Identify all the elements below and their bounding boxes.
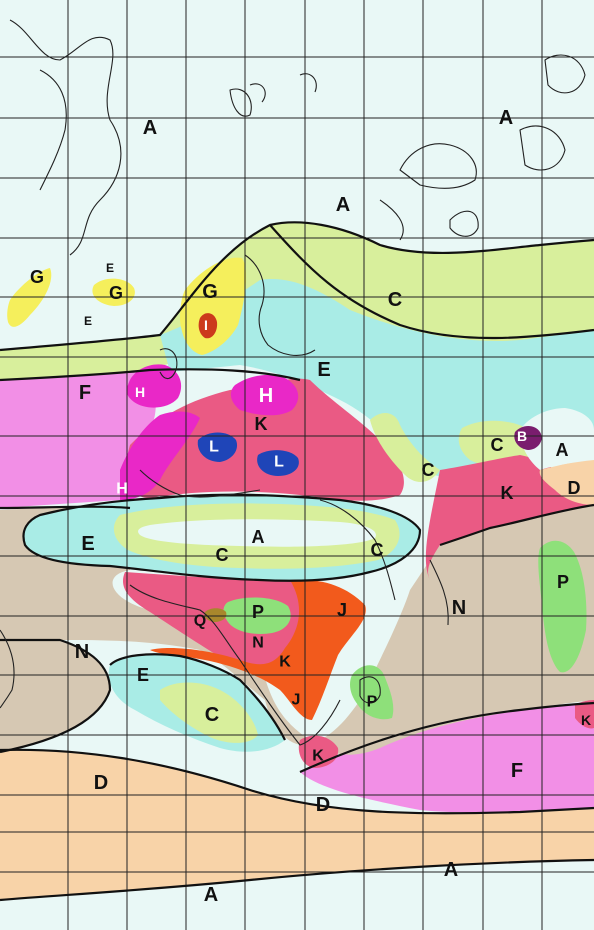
zone-label-k-4: K <box>312 748 324 765</box>
zone-label-h-2: H <box>259 385 273 407</box>
zone-label-b-1: B <box>517 428 527 444</box>
zone-label-p-1: P <box>252 602 264 622</box>
zone-label-c-1: C <box>388 289 402 311</box>
zone-n-belt <box>0 505 594 755</box>
zone-p-south <box>350 665 394 720</box>
zone-d-east <box>539 460 594 505</box>
zone-boundaries <box>0 221 594 902</box>
zone-label-g-1: G <box>30 267 44 287</box>
zone-f-west <box>0 370 156 508</box>
zone-label-a-1: A <box>143 117 157 139</box>
zone-label-n-3: N <box>252 635 264 652</box>
zone-label-a-5: A <box>556 440 569 460</box>
zone-label-g-3: G <box>202 281 218 303</box>
zone-label-k-2: K <box>501 483 514 503</box>
zone-label-f-2: F <box>511 760 523 782</box>
zone-label-g-2: G <box>109 283 123 303</box>
zone-h-isles <box>126 364 182 408</box>
zone-label-f-1: F <box>79 382 91 404</box>
zone-label-n-1: N <box>75 641 89 663</box>
zone-h-north <box>230 374 299 416</box>
zone-label-l-1: L <box>209 439 219 456</box>
zone-h-west <box>120 411 200 500</box>
zone-label-c-3: C <box>491 435 504 455</box>
zone-p-east <box>538 540 587 673</box>
zone-label-e-5: E <box>137 665 149 685</box>
zone-label-a-3: A <box>336 194 350 216</box>
zone-label-c-2: C <box>422 460 435 480</box>
zone-label-d-3: D <box>316 794 330 816</box>
zone-label-p-2: P <box>367 694 378 711</box>
zone-label-d-2: D <box>94 772 108 794</box>
zone-g-scandinavia <box>180 257 247 355</box>
zone-label-a-2: A <box>499 107 513 129</box>
zone-label-q-1: Q <box>194 613 206 630</box>
zone-f-south <box>300 703 594 813</box>
zone-label-e-1: E <box>317 359 330 381</box>
zone-label-k-1: K <box>255 414 268 434</box>
zone-n-west <box>0 640 110 752</box>
zone-l-basin-1 <box>197 432 238 462</box>
zone-d-south <box>0 749 594 900</box>
zone-label-c-6: C <box>205 704 219 726</box>
zone-g-iceland <box>92 278 135 306</box>
zone-label-a-4: A <box>252 527 265 547</box>
zone-l-basin-2 <box>257 450 299 476</box>
coastlines <box>0 19 586 746</box>
zone-label-a-7: A <box>204 884 218 906</box>
zone-label-h-3: H <box>116 481 128 498</box>
zone-a-east <box>520 408 594 470</box>
zone-label-k-3: K <box>279 654 291 671</box>
zone-label-k-5: K <box>581 712 591 728</box>
zone-a-inner <box>138 519 376 547</box>
zone-label-d-1: D <box>568 478 581 498</box>
zone-label-a-6: A <box>444 859 458 881</box>
zone-b-east <box>514 426 542 450</box>
zone-label-j-2: J <box>292 692 301 709</box>
zone-label-l-2: L <box>274 454 284 471</box>
zone-label-e-3: E <box>84 314 92 328</box>
zone-k-far-east <box>575 700 594 729</box>
zone-k-south-belt <box>122 572 331 671</box>
zone-label-e-2: E <box>106 261 114 275</box>
zone-label-n-2: N <box>452 597 466 619</box>
zone-label-c-5: C <box>371 540 384 560</box>
zone-label-e-4: E <box>81 533 94 555</box>
zone-label-c-4: C <box>216 545 229 565</box>
zone-i <box>198 313 218 339</box>
zone-label-i-1: I <box>204 317 208 333</box>
zone-label-p-3: P <box>557 572 569 592</box>
zone-label-h-1: H <box>135 384 145 400</box>
zone-c-southwest <box>160 682 258 743</box>
zone-j-south <box>150 579 366 720</box>
zone-k-med <box>126 378 404 501</box>
zone-label-j-1: J <box>337 600 347 620</box>
